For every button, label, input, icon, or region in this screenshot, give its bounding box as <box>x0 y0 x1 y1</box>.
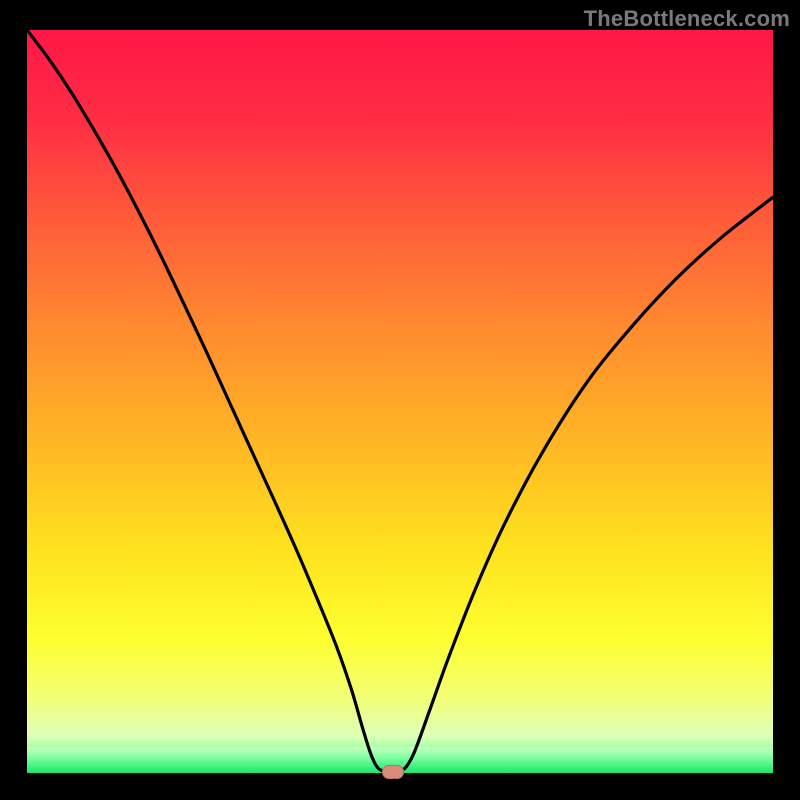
stage: TheBottleneck.com <box>0 0 800 800</box>
plot-frame <box>27 30 773 773</box>
watermark-text: TheBottleneck.com <box>584 6 790 32</box>
v-curve-path <box>27 30 773 771</box>
minimum-marker <box>382 765 404 779</box>
v-curve <box>27 30 773 773</box>
